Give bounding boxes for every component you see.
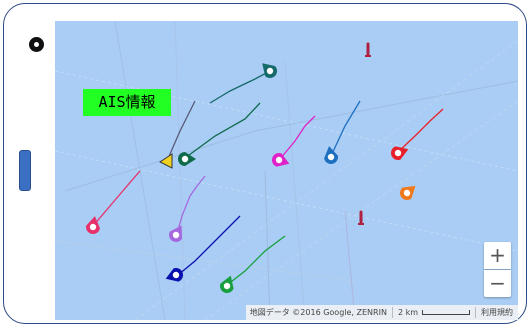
- ais-info-label: AIS情報: [83, 89, 171, 116]
- lighthouse-bottom: [358, 210, 364, 225]
- vessel-dark-green-left[interactable]: [178, 152, 196, 166]
- zoom-in-button[interactable]: +: [484, 242, 511, 269]
- vessel-dark-teal-top[interactable]: [257, 58, 280, 81]
- map-grid-lines: [55, 21, 518, 320]
- zoom-out-button[interactable]: −: [484, 270, 511, 297]
- map-view[interactable]: AIS情報 + − 地図データ ©2016 Google, ZENRIN 2 k…: [55, 21, 518, 320]
- vessel-green-bottom[interactable]: [218, 273, 237, 295]
- vessel-magenta[interactable]: [270, 151, 292, 170]
- vessel-navy[interactable]: [163, 266, 185, 285]
- vessel-orange[interactable]: [397, 181, 420, 203]
- attribution-divider-2: [475, 307, 476, 318]
- camera-icon: [29, 37, 44, 52]
- home-button[interactable]: [19, 150, 31, 191]
- vessel-red[interactable]: [389, 143, 411, 162]
- tablet-frame: AIS情報 + − 地図データ ©2016 Google, ZENRIN 2 k…: [3, 3, 527, 324]
- attribution-text: 地図データ ©2016 Google, ZENRIN: [249, 308, 387, 317]
- lighthouse-top: [365, 42, 371, 57]
- attribution-divider: [391, 307, 393, 318]
- map-canvas[interactable]: [55, 21, 518, 320]
- map-attribution: 地図データ ©2016 Google, ZENRIN 2 km 利用規約: [245, 305, 518, 320]
- vessel-yellow-triangle[interactable]: [159, 153, 173, 169]
- terms-link[interactable]: 利用規約: [481, 308, 513, 317]
- vessel-pink[interactable]: [85, 215, 102, 235]
- scale-bar: [422, 310, 470, 315]
- vessel-tracks: [92, 70, 444, 286]
- vessel-blue-center[interactable]: [322, 145, 339, 165]
- vessel-lavender[interactable]: [166, 222, 187, 245]
- scale-label: 2 km: [397, 308, 418, 317]
